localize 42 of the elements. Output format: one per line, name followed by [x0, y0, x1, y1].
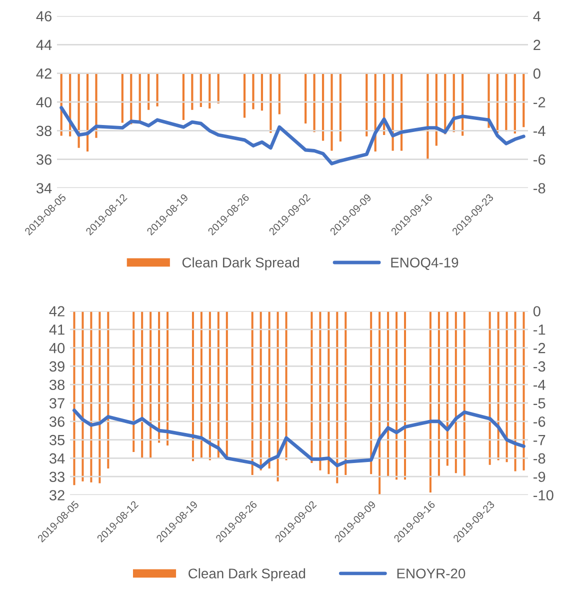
y2-tick-label: -5	[534, 398, 546, 408]
y2-tick-label: -8	[534, 183, 546, 194]
y-tick-label: 37	[49, 398, 64, 408]
y-tick-label: 41	[49, 324, 64, 335]
y-tick-label: 33	[49, 472, 64, 482]
legend-label: Clean Dark Spread	[188, 568, 306, 582]
y-tick-label: 40	[36, 97, 52, 108]
legend-label: ENOQ4-19	[391, 258, 458, 270]
y2-tick-label: -10	[534, 490, 554, 500]
y2-tick-label: 0	[533, 68, 540, 79]
y-tick-label: 42	[36, 68, 52, 79]
y2-tick-label: -3	[534, 361, 546, 372]
y2-tick-label: -6	[534, 154, 546, 165]
y2-tick-label: -8	[534, 453, 546, 464]
y2-tick-label: 4	[533, 11, 541, 22]
line-series	[60, 106, 526, 166]
y2-tick-label: -2	[534, 97, 546, 108]
y2-tick-label: -4	[534, 380, 546, 390]
y-tick-label: 34	[49, 453, 65, 464]
y2-tick-label: -2	[534, 342, 546, 354]
y2-tick-label: -9	[534, 472, 546, 482]
y-tick-label: 42	[49, 306, 64, 316]
y2-tick-label: 0	[533, 306, 540, 316]
y-tick-label: 35	[49, 434, 65, 446]
y-tick-label: 46	[36, 11, 52, 22]
y-tick-label: 39	[49, 361, 64, 372]
y-tick-label: 40	[49, 342, 65, 354]
y-tick-label: 34	[36, 183, 52, 194]
legend-label: Clean Dark Spread	[182, 257, 299, 270]
legend-label: ENOYR-20	[397, 568, 466, 578]
line-series	[72, 408, 526, 470]
y2-tick-label: -6	[534, 416, 546, 427]
y2-tick-label: -1	[534, 324, 546, 335]
y2-tick-label: 2	[534, 40, 540, 50]
y-tick-label: 38	[49, 380, 65, 390]
y2-tick-label: -4	[534, 126, 546, 136]
y-tick-label: 32	[49, 490, 64, 500]
y-tick-label: 36	[49, 416, 64, 427]
y-tick-label: 38	[36, 126, 52, 136]
y-tick-label: 44	[36, 40, 52, 50]
y-tick-label: 36	[36, 154, 52, 165]
y2-tick-label: -7	[534, 435, 546, 446]
